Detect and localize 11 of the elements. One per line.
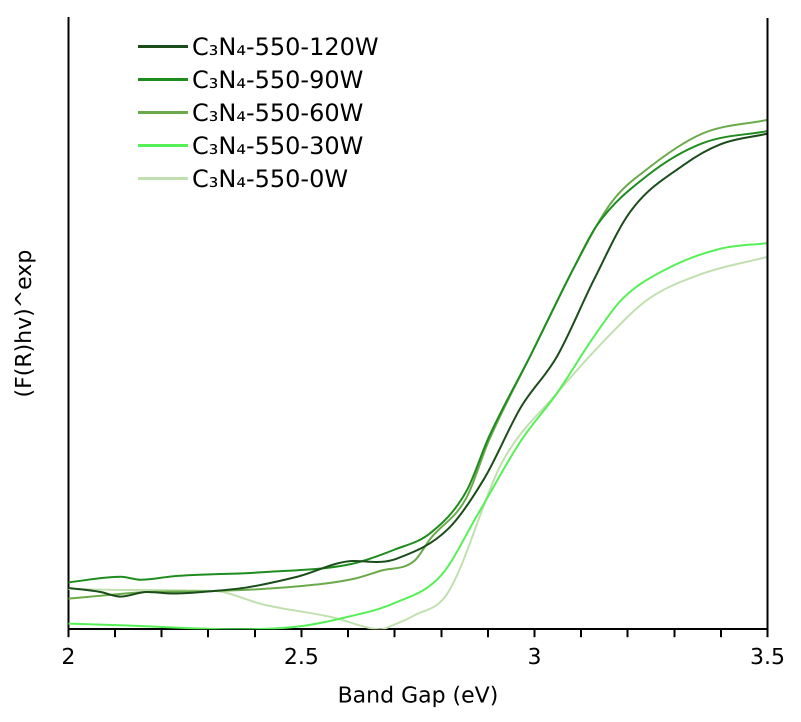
legend-label: C₃N₄-550-60W: [192, 98, 364, 126]
x-tick-label: 2: [61, 645, 76, 670]
legend-label: C₃N₄-550-120W: [192, 32, 379, 60]
x-tick-label: 3: [527, 645, 542, 670]
legend-label: C₃N₄-550-30W: [192, 132, 364, 160]
legend-label: C₃N₄-550-0W: [192, 164, 348, 192]
x-tick-label: 2.5: [284, 645, 319, 670]
legend-label: C₃N₄-550-90W: [192, 66, 364, 94]
x-tick-label: 3.5: [750, 645, 786, 670]
y-axis-title: (F(R)hv)^exp: [12, 250, 37, 398]
x-axis-title: Band Gap (eV): [338, 684, 498, 709]
